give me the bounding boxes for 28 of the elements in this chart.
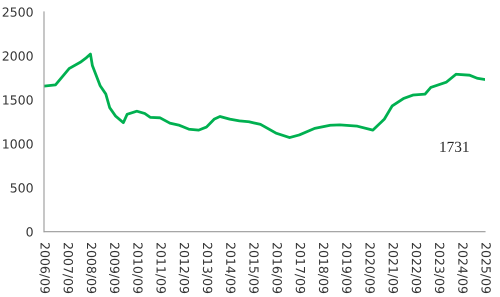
x-tick-label: 2008/09 <box>86 242 96 294</box>
x-tick-label: 2024/09 <box>457 242 468 294</box>
x-tick-label: 2022/09 <box>410 242 422 294</box>
x-tick-label: 2010/09 <box>132 242 143 294</box>
y-tick-label: 1000 <box>3 139 33 149</box>
y-tick-label: 0 <box>26 227 33 237</box>
x-tick-label: 2015/09 <box>248 242 259 294</box>
line-series <box>44 52 485 139</box>
x-tick-label: 2007/09 <box>62 242 74 294</box>
x-tick-label: 2023/09 <box>434 242 444 294</box>
x-tick-label: 2020/09 <box>364 242 375 294</box>
annotation: 1731 <box>440 142 469 152</box>
x-tick-label: 2025/09 <box>480 242 491 294</box>
x-tick-label: 2021/09 <box>388 242 398 294</box>
x-tick-label: 2019/09 <box>341 242 352 294</box>
x-tick-label: 2009/09 <box>109 242 120 294</box>
y-tick-label: 1500 <box>3 95 33 105</box>
x-tick-label: 2017/09 <box>294 242 306 294</box>
y-tick-label: 500 <box>10 183 33 193</box>
x-tick-label: 2018/09 <box>318 242 328 294</box>
y-tick-label: 2000 <box>2 51 33 61</box>
x-tick-label: 2014/09 <box>225 242 236 294</box>
x-tick-label: 2013/09 <box>202 242 212 294</box>
x-tick-label: 2006/09 <box>39 242 50 294</box>
x-tick-label: 2012/09 <box>178 242 190 294</box>
x-tick-label: 2016/09 <box>272 242 282 294</box>
y-tick-label: 2500 <box>2 7 33 17</box>
x-tick-label: 2011/09 <box>155 242 166 294</box>
